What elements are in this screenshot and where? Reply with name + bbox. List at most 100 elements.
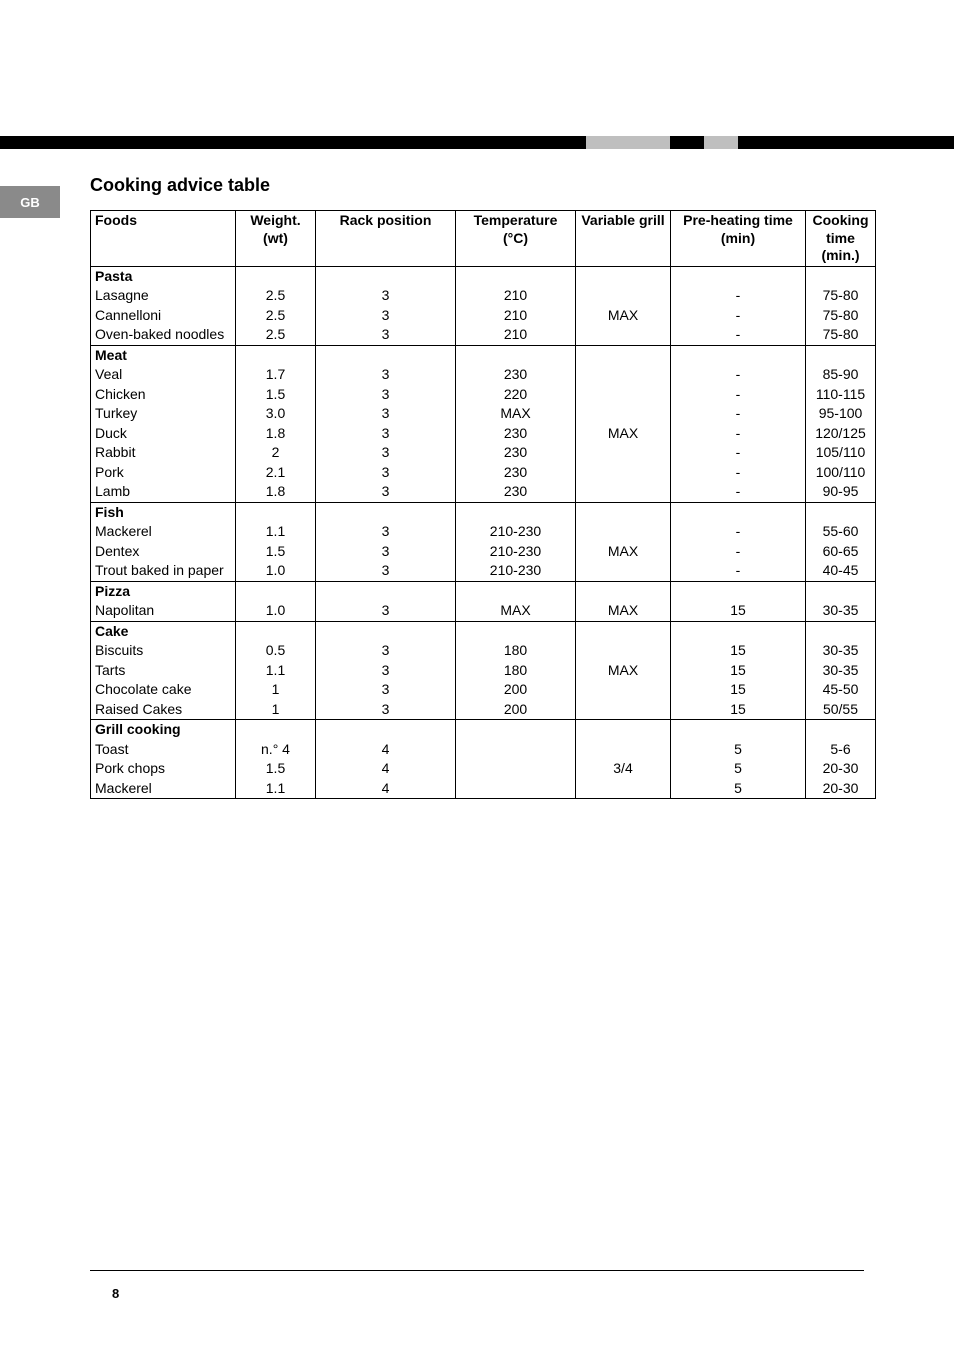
table-cell	[576, 641, 671, 661]
table-cell: 5	[671, 779, 806, 799]
table-cell: n.° 4	[236, 740, 316, 760]
table-cell: -	[671, 286, 806, 306]
table-cell: 75-80	[806, 306, 876, 326]
table-cell	[576, 522, 671, 542]
table-cell: 15	[671, 661, 806, 681]
table-cell: 210-230	[456, 522, 576, 542]
table-cell: 85-90	[806, 365, 876, 385]
table-cell	[576, 581, 671, 601]
table-cell: 1	[236, 700, 316, 720]
table-cell: -	[671, 404, 806, 424]
table-cell: Turkey	[91, 404, 236, 424]
table-cell: 3	[316, 542, 456, 562]
table-cell	[576, 345, 671, 365]
table-cell: 1.8	[236, 482, 316, 502]
header-bar-segment	[704, 136, 738, 149]
table-cell	[576, 779, 671, 799]
table-cell: 3	[316, 482, 456, 502]
table-cell: 20-30	[806, 779, 876, 799]
col-preheat: Pre-heating time (min)	[671, 211, 806, 267]
table-cell: 1.5	[236, 542, 316, 562]
table-cell: 210	[456, 286, 576, 306]
table-cell: MAX	[576, 424, 671, 444]
table-cell: Chicken	[91, 385, 236, 405]
table-cell: 180	[456, 661, 576, 681]
table-cell: 210-230	[456, 542, 576, 562]
table-cell: 1.5	[236, 385, 316, 405]
table-cell: 3	[316, 365, 456, 385]
table-cell	[236, 720, 316, 740]
table-cell: 15	[671, 601, 806, 621]
table-cell: Duck	[91, 424, 236, 444]
table-cell	[576, 700, 671, 720]
col-cook: Cooking time (min.)	[806, 211, 876, 267]
table-cell	[316, 720, 456, 740]
table-cell: 210-230	[456, 561, 576, 581]
table-cell: 75-80	[806, 325, 876, 345]
table-cell: -	[671, 463, 806, 483]
table-cell: Trout baked in paper	[91, 561, 236, 581]
table-cell	[456, 759, 576, 779]
table-cell: Pork chops	[91, 759, 236, 779]
table-cell	[236, 266, 316, 286]
table-cell	[576, 621, 671, 641]
table-cell: 1.8	[236, 424, 316, 444]
table-cell: MAX	[576, 601, 671, 621]
table-cell: 230	[456, 424, 576, 444]
table-cell: -	[671, 306, 806, 326]
table-cell: 5-6	[806, 740, 876, 760]
table-cell: 120/125	[806, 424, 876, 444]
table-cell	[316, 345, 456, 365]
table-cell	[576, 286, 671, 306]
table-cell	[316, 266, 456, 286]
table-cell: 1.5	[236, 759, 316, 779]
table-cell	[456, 779, 576, 799]
table-cell	[671, 581, 806, 601]
table-cell: 1	[236, 680, 316, 700]
table-cell	[671, 266, 806, 286]
table-cell: 1.1	[236, 522, 316, 542]
table-cell: 230	[456, 463, 576, 483]
table-cell: 5	[671, 759, 806, 779]
table-cell: 75-80	[806, 286, 876, 306]
table-cell: 1.0	[236, 601, 316, 621]
header-bar	[0, 136, 954, 149]
table-cell: 3	[316, 463, 456, 483]
table-cell: 95-100	[806, 404, 876, 424]
table-cell	[576, 443, 671, 463]
table-cell: 30-35	[806, 601, 876, 621]
col-rack: Rack position	[316, 211, 456, 267]
table-category: Cake	[91, 621, 236, 641]
table-cell: 200	[456, 680, 576, 700]
table-category: Pizza	[91, 581, 236, 601]
table-cell: Lamb	[91, 482, 236, 502]
table-cell: -	[671, 385, 806, 405]
table-cell: 55-60	[806, 522, 876, 542]
table-cell	[671, 502, 806, 522]
table-cell	[456, 621, 576, 641]
table-cell: 2	[236, 443, 316, 463]
table-body: PastaLasagne2.53210-75-80Cannelloni2.532…	[91, 266, 876, 799]
table-cell	[576, 365, 671, 385]
header-bar-segment	[586, 136, 670, 149]
table-cell: -	[671, 522, 806, 542]
table-cell	[671, 345, 806, 365]
table-cell: -	[671, 561, 806, 581]
table-cell: Veal	[91, 365, 236, 385]
table-cell: 90-95	[806, 482, 876, 502]
language-tab: GB	[0, 186, 60, 218]
table-cell: 210	[456, 306, 576, 326]
table-cell: 4	[316, 759, 456, 779]
col-temp: Temperature (°C)	[456, 211, 576, 267]
table-cell: Rabbit	[91, 443, 236, 463]
table-cell	[456, 581, 576, 601]
table-cell: 210	[456, 325, 576, 345]
table-cell	[576, 482, 671, 502]
table-cell: Mackerel	[91, 779, 236, 799]
page: GB Cooking advice table Foods Weight. (w…	[0, 0, 954, 1351]
table-cell: MAX	[576, 661, 671, 681]
table-cell: 15	[671, 680, 806, 700]
table-cell: 5	[671, 740, 806, 760]
table-cell: 45-50	[806, 680, 876, 700]
table-category: Fish	[91, 502, 236, 522]
